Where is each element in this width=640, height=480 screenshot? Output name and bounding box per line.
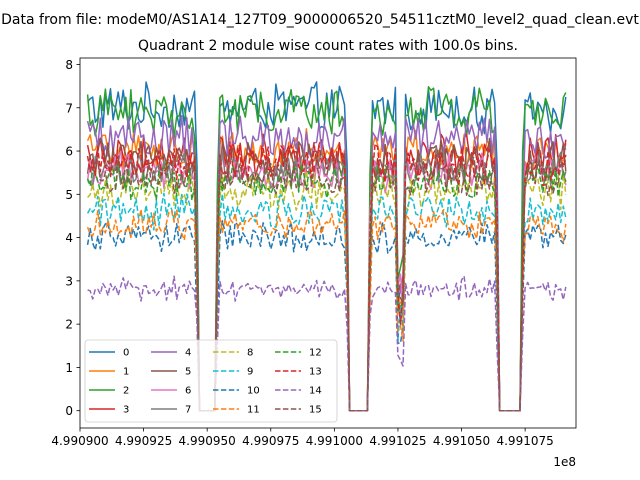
legend-label-9: 9 — [247, 367, 253, 378]
x-offset-text: 1e8 — [553, 455, 576, 469]
legend-label-0: 0 — [123, 348, 129, 359]
legend-box — [84, 339, 338, 423]
legend-label-3: 3 — [123, 405, 129, 416]
y-tick-label: 1 — [65, 361, 73, 375]
y-tick-label: 3 — [65, 274, 73, 288]
series-line-4 — [86, 115, 567, 412]
y-tick-label: 7 — [65, 101, 73, 115]
series-line-10 — [86, 220, 567, 412]
x-tick-label: 4.990950 — [179, 434, 236, 448]
legend-label-10: 10 — [247, 386, 260, 397]
legend-label-7: 7 — [185, 405, 191, 416]
series-line-14 — [87, 275, 567, 412]
legend-label-14: 14 — [309, 386, 322, 397]
legend-label-11: 11 — [247, 405, 260, 416]
x-tick-label: 4.990975 — [242, 434, 299, 448]
series-line-15 — [87, 154, 567, 412]
legend-label-12: 12 — [309, 348, 322, 359]
x-tick-label: 4.990925 — [115, 434, 172, 448]
legend-label-4: 4 — [185, 348, 191, 359]
series-line-9 — [86, 192, 567, 412]
series-line-8 — [87, 170, 567, 412]
x-axis: 4.990900 4.990925 4.990950 4.990975 4.991000… — [51, 428, 554, 448]
series-layer — [86, 81, 567, 412]
legend-label-15: 15 — [309, 405, 322, 416]
chart-title: Quadrant 2 module wise count rates with … — [138, 38, 518, 54]
series-line-13 — [86, 141, 567, 412]
x-tick-label: 4.991075 — [496, 434, 553, 448]
y-tick-label: 4 — [65, 231, 73, 245]
y-tick-label: 6 — [65, 145, 73, 159]
axes-frame — [79, 57, 577, 429]
x-tick-label: 4.991025 — [369, 434, 426, 448]
y-tick-label: 8 — [65, 58, 73, 72]
x-tick-label: 4.990900 — [51, 434, 108, 448]
x-tick-label: 4.991050 — [433, 434, 490, 448]
legend-label-2: 2 — [123, 386, 129, 397]
y-tick-label: 0 — [65, 404, 73, 418]
y-tick-label: 5 — [65, 188, 73, 202]
legend-label-5: 5 — [185, 367, 191, 378]
legend-label-1: 1 — [123, 367, 129, 378]
series-line-2 — [86, 86, 567, 412]
x-tick-label: 4.991000 — [306, 434, 363, 448]
y-axis: 0 1 2 3 4 5 6 7 8 — [65, 58, 80, 418]
series-line-11 — [86, 208, 567, 412]
legend-label-13: 13 — [309, 367, 322, 378]
y-tick-label: 2 — [65, 318, 73, 332]
legend-label-8: 8 — [247, 348, 253, 359]
figure-suptitle: Data from file: modeM0/AS1A14_127T09_900… — [1, 12, 639, 28]
legend-label-6: 6 — [185, 386, 191, 397]
